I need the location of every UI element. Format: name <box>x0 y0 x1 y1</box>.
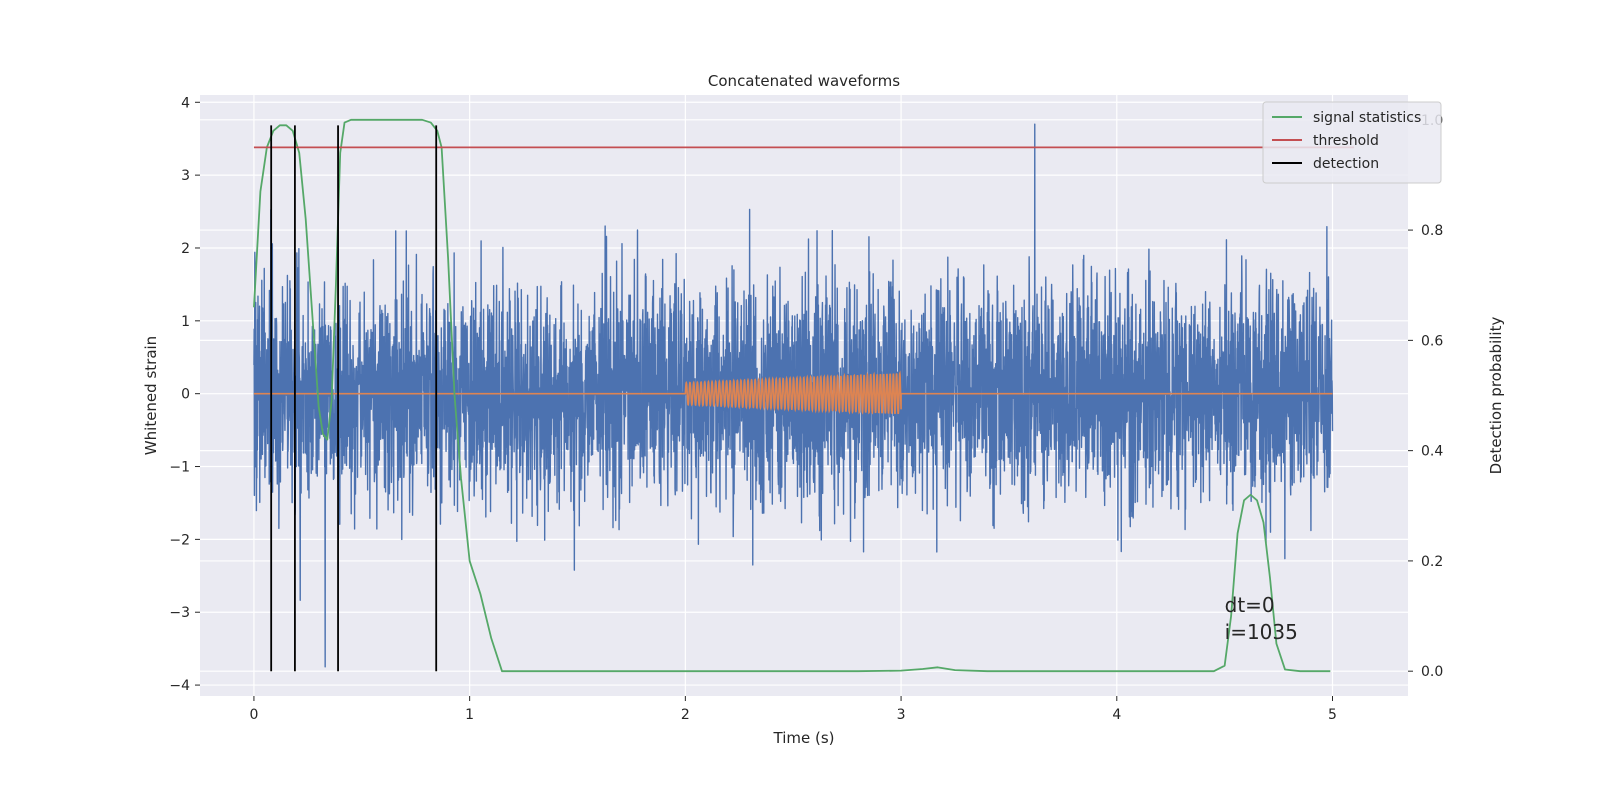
annotation-0: dt=0 <box>1225 593 1275 617</box>
y-tick-label-2: −2 <box>169 532 190 548</box>
y-tick-label-1: −3 <box>169 605 190 621</box>
legend: signal statistics threshold detection <box>1262 101 1442 184</box>
annotation-1: i=1035 <box>1225 620 1298 644</box>
y-tick-label-5: 1 <box>181 314 190 330</box>
chirp-series-line <box>253 370 1333 415</box>
x-tick-label-4: 4 <box>1112 707 1121 723</box>
y-right-tick-label-2: 0.4 <box>1421 444 1443 460</box>
y-axis-label: Whitened strain <box>142 336 160 455</box>
y-tick-label-8: 4 <box>181 95 190 111</box>
legend-label-detection: detection <box>1313 156 1379 172</box>
y-right-tick-label-1: 0.2 <box>1421 554 1443 570</box>
y-tick-label-4: 0 <box>181 387 190 403</box>
y-right-tick-label-4: 0.8 <box>1421 223 1443 239</box>
y-tick-label-0: −4 <box>169 678 190 694</box>
noise-series-line <box>253 123 1334 668</box>
series-layer <box>253 118 1355 673</box>
x-tick-label-3: 3 <box>897 707 906 723</box>
y-right-tick-label-0: 0.0 <box>1421 664 1443 680</box>
legend-box <box>1262 101 1442 184</box>
legend-label-signal-statistics: signal statistics <box>1313 110 1421 126</box>
y-axis-label-right: Detection probability <box>1487 317 1505 475</box>
signal-statistics-line <box>253 118 1331 673</box>
x-tick-label-5: 5 <box>1328 707 1337 723</box>
legend-label-threshold: threshold <box>1313 133 1379 149</box>
y-right-tick-label-3: 0.6 <box>1421 333 1443 349</box>
y-tick-label-3: −1 <box>169 460 190 476</box>
chart-title: Concatenated waveforms <box>708 72 900 90</box>
x-tick-label-2: 2 <box>681 707 690 723</box>
x-axis-label: Time (s) <box>773 729 835 747</box>
annotations: dt=0 i=1035 <box>1225 593 1298 644</box>
x-tick-label-0: 0 <box>249 707 258 723</box>
x-tick-label-1: 1 <box>465 707 474 723</box>
y-tick-label-6: 2 <box>181 241 190 257</box>
y-tick-label-7: 3 <box>181 168 190 184</box>
